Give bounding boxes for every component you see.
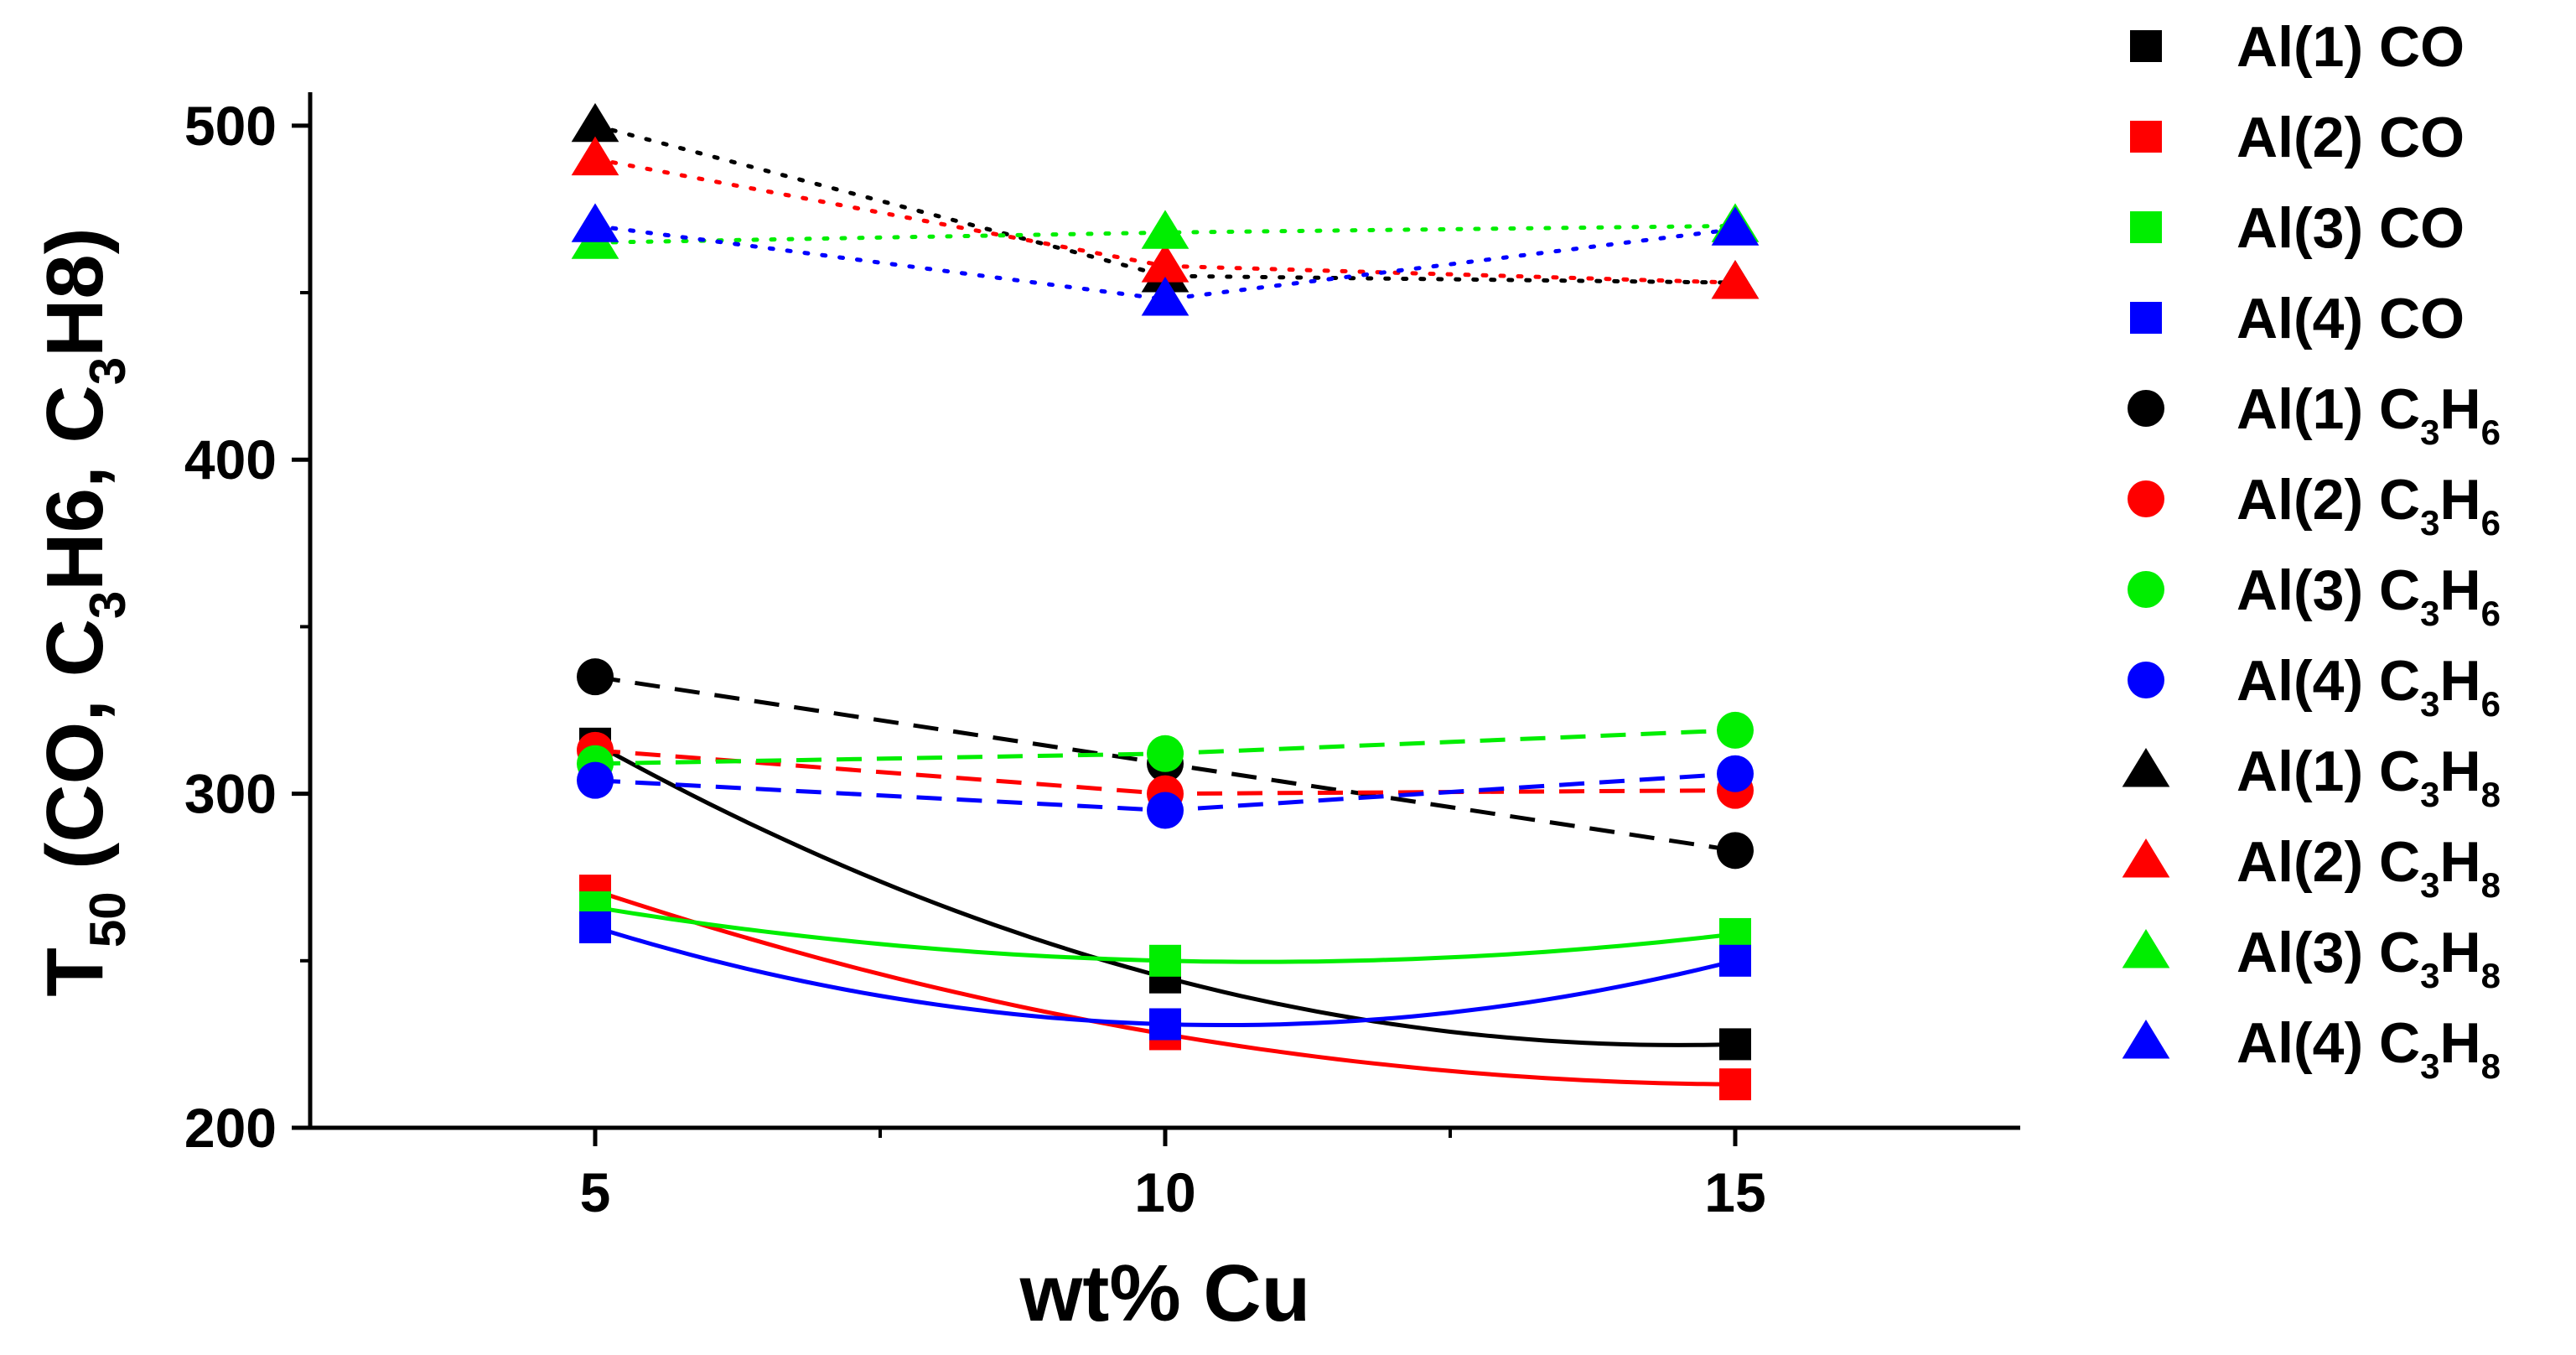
legend-marker [2128, 571, 2164, 608]
legend-label: Al(3) C3​H6​ [2237, 558, 2501, 633]
data-point-al-4-co-5 [579, 911, 611, 943]
legend-item-al-3-c3h6: Al(3) C3​H6​ [2128, 558, 2501, 633]
series-line-al-4-c3h8 [593, 223, 1738, 302]
x-tick-label: 5 [580, 1161, 611, 1223]
legend-label: Al(2) C3​H6​ [2237, 468, 2501, 543]
legend-marker [2128, 662, 2164, 698]
data-point-al-4-c3h6-10 [1147, 792, 1184, 829]
data-point-al-3-c3h6-10 [1147, 735, 1184, 772]
legend-item-al-1-c3h6: Al(1) C3​H6​ [2128, 377, 2501, 452]
legend-label: Al(4) C3​H8​ [2237, 1011, 2501, 1086]
legend-label: Al(2) C3​H8​ [2237, 830, 2501, 905]
legend-label: Al(2) CO [2237, 106, 2465, 169]
y-tick-label: 200 [184, 1097, 277, 1159]
data-point-al-4-c3h6-5 [577, 761, 614, 799]
data-point-al-1-co-15 [1719, 1028, 1751, 1061]
legend-label: Al(3) C3​H8​ [2237, 921, 2501, 995]
data-point-al-2-c3h8-5 [571, 136, 619, 176]
legend-item-al-2-c3h8: Al(2) C3​H8​ [2122, 830, 2501, 905]
legend: Al(1) CO Al(2) CO Al(3) CO Al(4) CO Al(1) C3… [2122, 15, 2501, 1086]
legend-marker [2130, 121, 2162, 153]
data-point-al-1-c3h6-15 [1717, 832, 1754, 870]
data-point-al-2-c3h8-15 [1711, 260, 1760, 299]
data-point-al-3-co-10 [1149, 944, 1181, 977]
data-point-al-4-c3h8-10 [1141, 277, 1190, 316]
legend-item-al-2-co: Al(2) CO [2130, 106, 2465, 169]
legend-marker [2130, 302, 2162, 334]
legend-marker [2122, 748, 2170, 787]
data-point-al-1-c3h6-5 [577, 658, 614, 696]
legend-label: Al(3) CO [2237, 196, 2465, 260]
series-markers [571, 102, 1760, 1101]
axes: 5 10 15 200 300 400 500 wt% Cu T50​ (CO, C3​H6, … [30, 92, 2020, 1338]
legend-label: Al(4) C3​H6​ [2237, 649, 2501, 724]
legend-item-al-2-c3h6: Al(2) C3​H6​ [2128, 468, 2501, 543]
series-line-al-1-c3h8 [593, 123, 1738, 285]
legend-label: Al(1) CO [2237, 15, 2465, 79]
data-point-al-2-co-15 [1719, 1068, 1751, 1101]
data-point-al-4-co-15 [1719, 944, 1751, 977]
y-tick-label: 400 [184, 428, 277, 491]
y-axis-label: T50​ (CO, C3​H6, C3​H8) [30, 227, 136, 997]
legend-item-al-4-c3h8: Al(4) C3​H8​ [2122, 1011, 2501, 1086]
legend-label: Al(1) C3​H8​ [2237, 740, 2501, 814]
legend-marker [2122, 838, 2170, 878]
legend-marker [2128, 480, 2164, 517]
series-line-al-3-c3h8 [593, 223, 1738, 245]
data-point-al-3-c3h6-15 [1717, 711, 1754, 749]
legend-marker [2128, 390, 2164, 427]
data-point-al-3-co-15 [1719, 917, 1751, 950]
data-point-al-4-c3h6-15 [1717, 755, 1754, 792]
legend-label: Al(1) C3​H6​ [2237, 377, 2501, 452]
legend-marker [2122, 929, 2170, 968]
data-point-al-4-co-10 [1149, 1008, 1181, 1041]
x-tick-label: 15 [1704, 1161, 1765, 1223]
legend-item-al-3-co: Al(3) CO [2130, 196, 2465, 260]
legend-item-al-1-c3h8: Al(1) C3​H8​ [2122, 740, 2501, 814]
legend-item-al-3-c3h8: Al(3) C3​H8​ [2122, 921, 2501, 995]
legend-marker [2122, 1020, 2170, 1059]
x-tick-label: 10 [1134, 1161, 1195, 1223]
y-tick-label: 500 [184, 95, 277, 157]
data-point-al-4-c3h8-15 [1711, 206, 1760, 246]
data-point-al-4-c3h8-5 [571, 203, 619, 242]
data-point-al-2-c3h8-10 [1141, 243, 1190, 283]
legend-item-al-4-c3h6: Al(4) C3​H6​ [2128, 649, 2501, 724]
data-point-al-3-c3h8-10 [1141, 210, 1190, 249]
y-axis-label-group: T50​ (CO, C3​H6, C3​H8) [30, 227, 136, 997]
data-point-al-1-c3h8-5 [571, 102, 619, 143]
legend-label: Al(4) CO [2237, 287, 2465, 350]
legend-marker [2130, 30, 2162, 62]
legend-item-al-1-co: Al(1) CO [2130, 15, 2465, 79]
legend-item-al-4-co: Al(4) CO [2130, 287, 2465, 350]
x-axis-label: wt% Cu [1019, 1249, 1311, 1338]
y-tick-label: 300 [184, 763, 277, 825]
legend-marker [2130, 211, 2162, 243]
